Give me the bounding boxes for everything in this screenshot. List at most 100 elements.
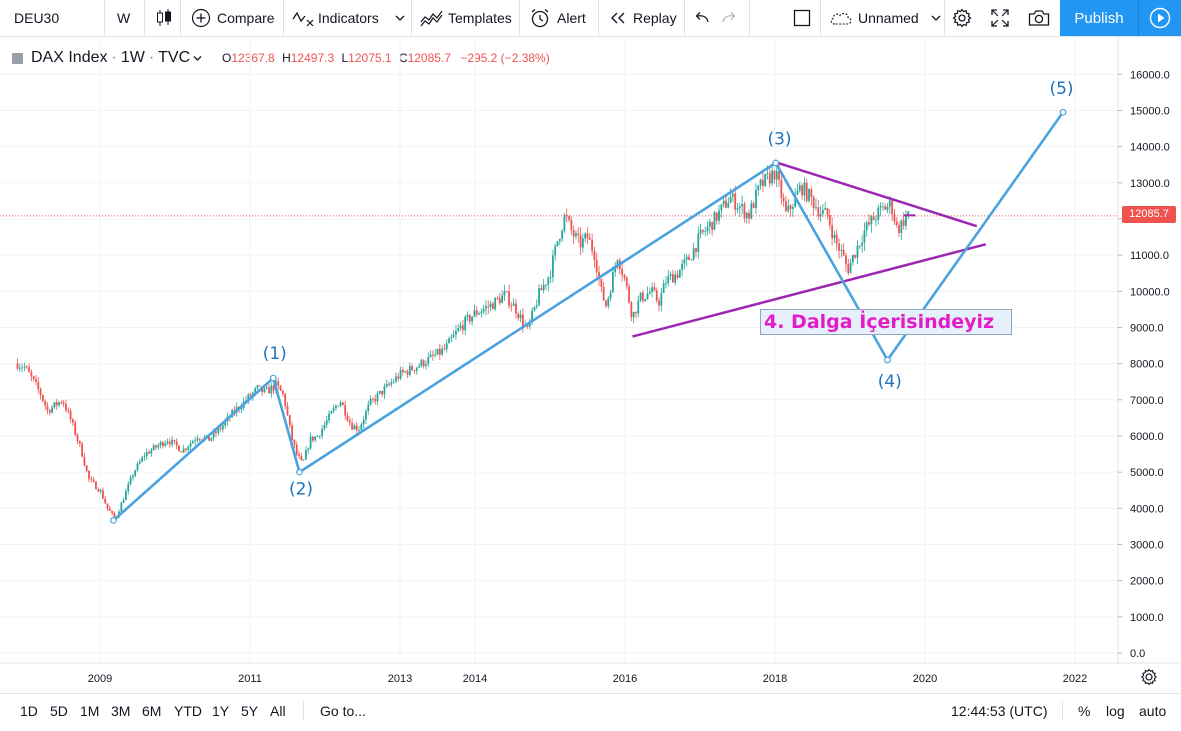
price-chart[interactable]: 16000.015000.014000.013000.012000.011000… <box>0 37 1181 693</box>
candle-body <box>323 424 326 429</box>
triangle-trendline[interactable] <box>777 161 978 228</box>
candle-body <box>127 484 130 492</box>
candle-body <box>588 237 591 240</box>
wave-anchor-point[interactable] <box>296 468 303 476</box>
candle-body <box>796 190 799 195</box>
candle-body <box>381 390 384 395</box>
wave-line[interactable] <box>112 376 275 522</box>
candle-body <box>420 360 423 366</box>
candle-body <box>134 470 137 476</box>
candle-body <box>579 234 582 248</box>
wave-line[interactable] <box>298 161 778 474</box>
candle-body <box>674 274 677 283</box>
candle-body <box>692 248 695 260</box>
range-1y-button[interactable]: 1Y <box>212 694 229 727</box>
indicators-button[interactable]: Indicators <box>292 0 379 36</box>
candle-body <box>25 366 28 368</box>
candle-body <box>708 221 711 227</box>
auto-scale-button[interactable]: auto <box>1139 694 1166 727</box>
publish-button[interactable]: Publish <box>1060 0 1138 36</box>
candle-body <box>113 513 116 519</box>
percent-scale-button[interactable]: % <box>1078 694 1090 727</box>
candle-body <box>90 479 93 480</box>
candle-body <box>512 303 515 306</box>
wave-anchor-point[interactable] <box>1059 108 1067 116</box>
open-label: O <box>222 51 232 65</box>
candle-body <box>438 348 441 355</box>
candle-body <box>383 386 386 395</box>
range-5d-button[interactable]: 5D <box>50 694 68 727</box>
candle-body <box>856 245 859 258</box>
candle-body <box>639 292 642 301</box>
triangle-lines[interactable] <box>632 161 987 338</box>
range-1d-button[interactable]: 1D <box>20 694 38 727</box>
candle-body <box>817 207 820 217</box>
legend-title: DAX Index <box>31 49 108 66</box>
goto-button[interactable]: Go to... <box>320 694 366 727</box>
publish-video-button[interactable] <box>1138 0 1181 36</box>
timezone-button[interactable]: 12:44:53 (UTC) <box>951 694 1047 727</box>
candle-body <box>92 479 95 482</box>
candle-body <box>374 398 377 402</box>
price-axis[interactable]: 16000.015000.014000.013000.012000.011000… <box>1118 69 1170 660</box>
range-1m-button[interactable]: 1M <box>80 694 99 727</box>
candle-body <box>665 283 667 285</box>
wave-anchor-point[interactable] <box>110 517 117 524</box>
candle-body <box>441 348 444 355</box>
range-3m-button[interactable]: 3M <box>111 694 130 727</box>
undo-button[interactable] <box>694 0 710 36</box>
candle-body <box>731 193 734 197</box>
fullscreen-button[interactable] <box>990 0 1010 36</box>
time-axis-settings-button[interactable] <box>1140 668 1158 686</box>
candle-body <box>482 308 485 312</box>
candle-body <box>291 425 294 440</box>
redo-icon <box>722 12 736 23</box>
settings-button[interactable] <box>952 0 972 36</box>
candle-body <box>611 271 614 293</box>
candle-body <box>632 311 635 317</box>
candle-body <box>688 256 690 260</box>
redo-button[interactable] <box>721 0 737 36</box>
time-axis[interactable]: 2009 2011 2013 2014 2016 2018 2020 2022 <box>88 673 1087 685</box>
candle-body <box>455 331 457 335</box>
wave-anchor-point[interactable] <box>772 159 780 167</box>
candle-body <box>185 448 187 450</box>
wave-annotation-text[interactable]: 4. Dalga İçerisindeyiz <box>760 309 1012 335</box>
compare-button[interactable]: Compare <box>191 0 275 36</box>
range-6m-button[interactable]: 6M <box>142 694 161 727</box>
candle-body <box>406 371 409 375</box>
candle-body <box>766 173 769 175</box>
log-scale-button[interactable]: log <box>1106 694 1125 727</box>
chart-style-button[interactable] <box>155 0 173 36</box>
range-5y-button[interactable]: 5Y <box>241 694 258 727</box>
fullscreen-square-button[interactable] <box>793 0 811 36</box>
candle-body <box>81 443 84 457</box>
range-ytd-button[interactable]: YTD <box>174 694 202 727</box>
alert-button[interactable]: Alert <box>529 0 586 36</box>
candle-body <box>159 442 162 446</box>
symbol-search-button[interactable]: DEU30 <box>14 0 59 36</box>
toolbar-divider <box>749 0 750 36</box>
chevron-down-icon[interactable] <box>193 55 202 62</box>
wave-anchor-point[interactable] <box>269 374 277 382</box>
chart-legend[interactable]: DAX Index · 1W · TVC <box>12 48 202 68</box>
indicators-dropdown[interactable] <box>395 0 405 36</box>
layout-name-button[interactable]: Unnamed <box>829 0 941 36</box>
candle-body <box>616 260 619 267</box>
templates-button[interactable]: Templates <box>420 0 512 36</box>
toolbar-divider <box>598 0 599 36</box>
candle-body <box>344 405 347 416</box>
range-all-button[interactable]: All <box>270 694 286 727</box>
snapshot-button[interactable] <box>1028 0 1050 36</box>
candle-body <box>268 387 270 394</box>
candle-body <box>136 463 139 471</box>
wave-line[interactable] <box>271 376 301 474</box>
interval-button[interactable]: W <box>117 0 130 36</box>
replay-button[interactable]: Replay <box>609 0 677 36</box>
triangle-trendline[interactable] <box>632 243 987 338</box>
interval-label: W <box>117 10 131 26</box>
price-tick-label: 7000.0 <box>1130 395 1164 407</box>
candle-body <box>480 311 483 314</box>
wave-anchor-point[interactable] <box>884 356 891 364</box>
candle-body <box>646 293 649 299</box>
